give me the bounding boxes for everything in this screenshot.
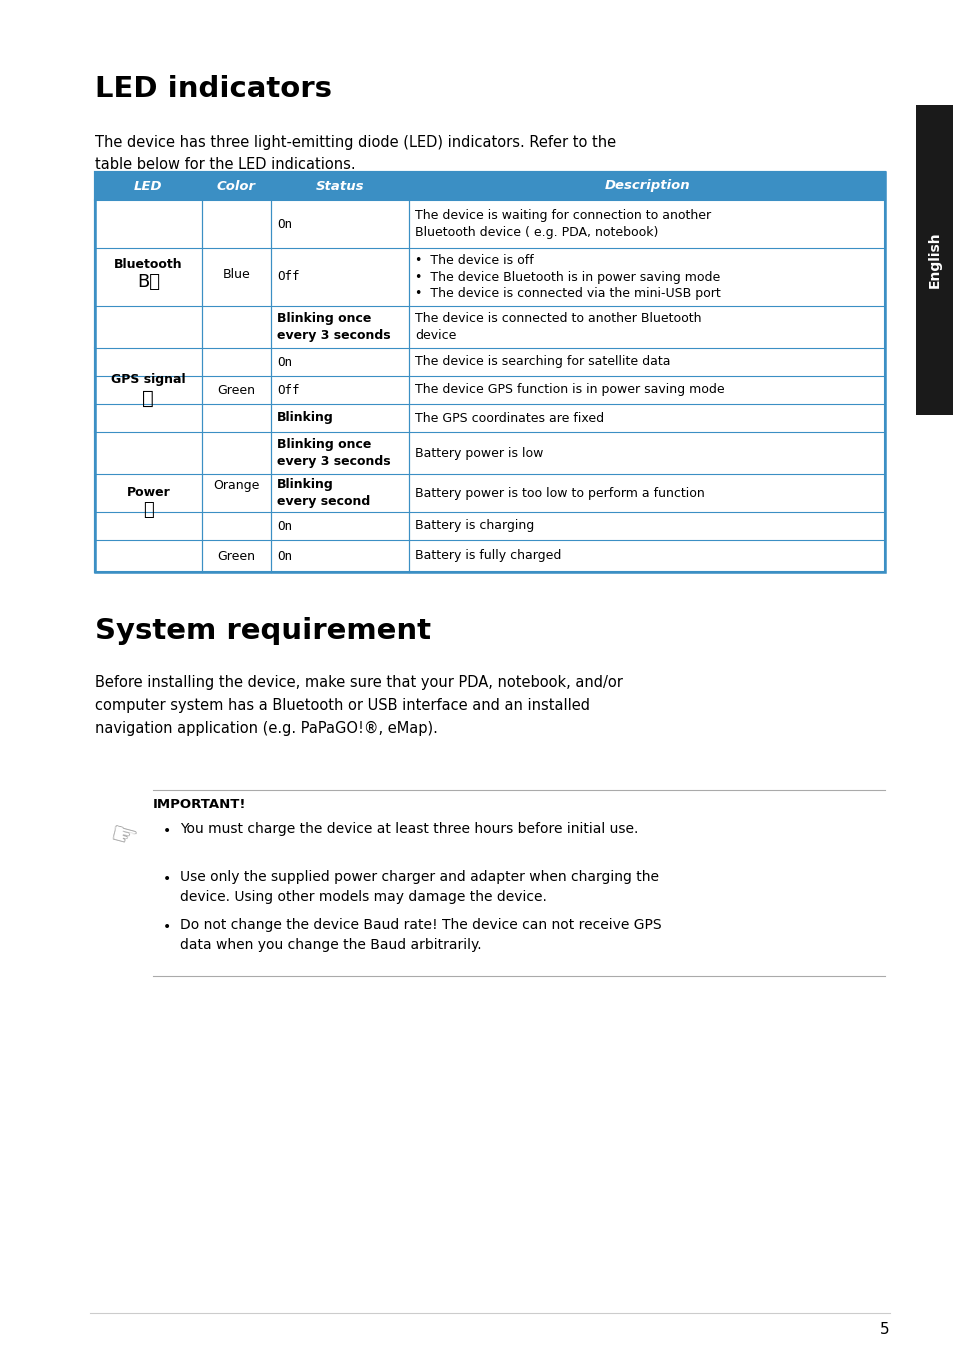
Text: Battery power is low: Battery power is low bbox=[415, 446, 543, 459]
Bar bbox=[95, 200, 201, 349]
Text: On: On bbox=[277, 520, 292, 532]
Text: LED: LED bbox=[134, 180, 162, 192]
Text: GPS signal: GPS signal bbox=[111, 373, 186, 386]
Text: On: On bbox=[277, 355, 292, 369]
Text: ☞: ☞ bbox=[106, 820, 140, 855]
Bar bbox=[201, 540, 271, 571]
Bar bbox=[95, 172, 884, 200]
Text: Blinking: Blinking bbox=[277, 412, 334, 424]
Text: LED indicators: LED indicators bbox=[95, 76, 332, 103]
Text: Battery power is too low to perform a function: Battery power is too low to perform a fu… bbox=[415, 486, 704, 500]
Text: Power: Power bbox=[127, 485, 170, 499]
Text: Off: Off bbox=[277, 384, 299, 396]
Bar bbox=[95, 376, 884, 404]
Text: The device is searching for satellite data: The device is searching for satellite da… bbox=[415, 355, 670, 369]
Bar bbox=[95, 474, 884, 512]
Text: The device GPS function is in power saving mode: The device GPS function is in power savi… bbox=[415, 384, 724, 396]
Text: 5: 5 bbox=[880, 1321, 889, 1336]
Bar bbox=[95, 349, 884, 376]
Bar bbox=[95, 172, 884, 571]
Text: •  The device is off
•  The device Bluetooth is in power saving mode
•  The devi: • The device is off • The device Bluetoo… bbox=[415, 254, 720, 300]
Bar bbox=[95, 172, 884, 200]
Text: Before installing the device, make sure that your PDA, notebook, and/or
computer: Before installing the device, make sure … bbox=[95, 676, 622, 736]
Text: On: On bbox=[277, 218, 292, 231]
Bar bbox=[95, 305, 884, 349]
Text: Color: Color bbox=[216, 180, 255, 192]
Text: Blinking
every second: Blinking every second bbox=[277, 478, 370, 508]
Bar bbox=[95, 512, 884, 540]
Text: System requirement: System requirement bbox=[95, 617, 431, 644]
Text: The device is waiting for connection to another
Bluetooth device ( e.g. PDA, not: The device is waiting for connection to … bbox=[415, 209, 711, 239]
Text: Do not change the device Baud rate! The device can not receive GPS
data when you: Do not change the device Baud rate! The … bbox=[180, 917, 661, 951]
Text: ⨉: ⨉ bbox=[142, 389, 154, 408]
Text: On: On bbox=[277, 550, 292, 562]
Text: Off: Off bbox=[277, 270, 299, 284]
Text: Description: Description bbox=[604, 180, 689, 192]
Bar bbox=[201, 349, 271, 432]
Text: Green: Green bbox=[217, 384, 255, 396]
Text: •: • bbox=[163, 920, 172, 934]
Text: Battery is charging: Battery is charging bbox=[415, 520, 534, 532]
Text: You must charge the device at least three hours before initial use.: You must charge the device at least thre… bbox=[180, 821, 638, 836]
Text: B⃝: B⃝ bbox=[136, 273, 160, 290]
Text: Green: Green bbox=[217, 550, 255, 562]
Text: Bluetooth: Bluetooth bbox=[114, 258, 182, 270]
Bar bbox=[201, 432, 271, 540]
Text: Orange: Orange bbox=[213, 480, 259, 493]
Text: Blinking once
every 3 seconds: Blinking once every 3 seconds bbox=[277, 438, 391, 467]
Bar bbox=[95, 404, 884, 432]
Text: •: • bbox=[163, 824, 172, 838]
Text: IMPORTANT!: IMPORTANT! bbox=[152, 798, 246, 811]
Text: The device is connected to another Bluetooth
device: The device is connected to another Bluet… bbox=[415, 312, 701, 342]
Text: English: English bbox=[927, 231, 941, 288]
Bar bbox=[95, 200, 884, 249]
Text: Use only the supplied power charger and adapter when charging the
device. Using : Use only the supplied power charger and … bbox=[180, 870, 659, 904]
Text: Battery is fully charged: Battery is fully charged bbox=[415, 550, 561, 562]
Bar bbox=[95, 249, 884, 305]
Text: •: • bbox=[163, 871, 172, 886]
Text: Blinking once
every 3 seconds: Blinking once every 3 seconds bbox=[277, 312, 391, 342]
Text: Blue: Blue bbox=[222, 267, 250, 281]
Text: The device has three light-emitting diode (LED) indicators. Refer to the
table b: The device has three light-emitting diod… bbox=[95, 135, 616, 172]
Text: The GPS coordinates are fixed: The GPS coordinates are fixed bbox=[415, 412, 604, 424]
Bar bbox=[95, 172, 884, 571]
Bar bbox=[915, 105, 953, 415]
Bar bbox=[95, 432, 201, 571]
Text: ⎓: ⎓ bbox=[143, 501, 153, 519]
Bar bbox=[201, 200, 271, 349]
Bar bbox=[95, 349, 201, 432]
Bar bbox=[95, 432, 884, 474]
Bar bbox=[95, 540, 884, 571]
Text: Status: Status bbox=[315, 180, 364, 192]
